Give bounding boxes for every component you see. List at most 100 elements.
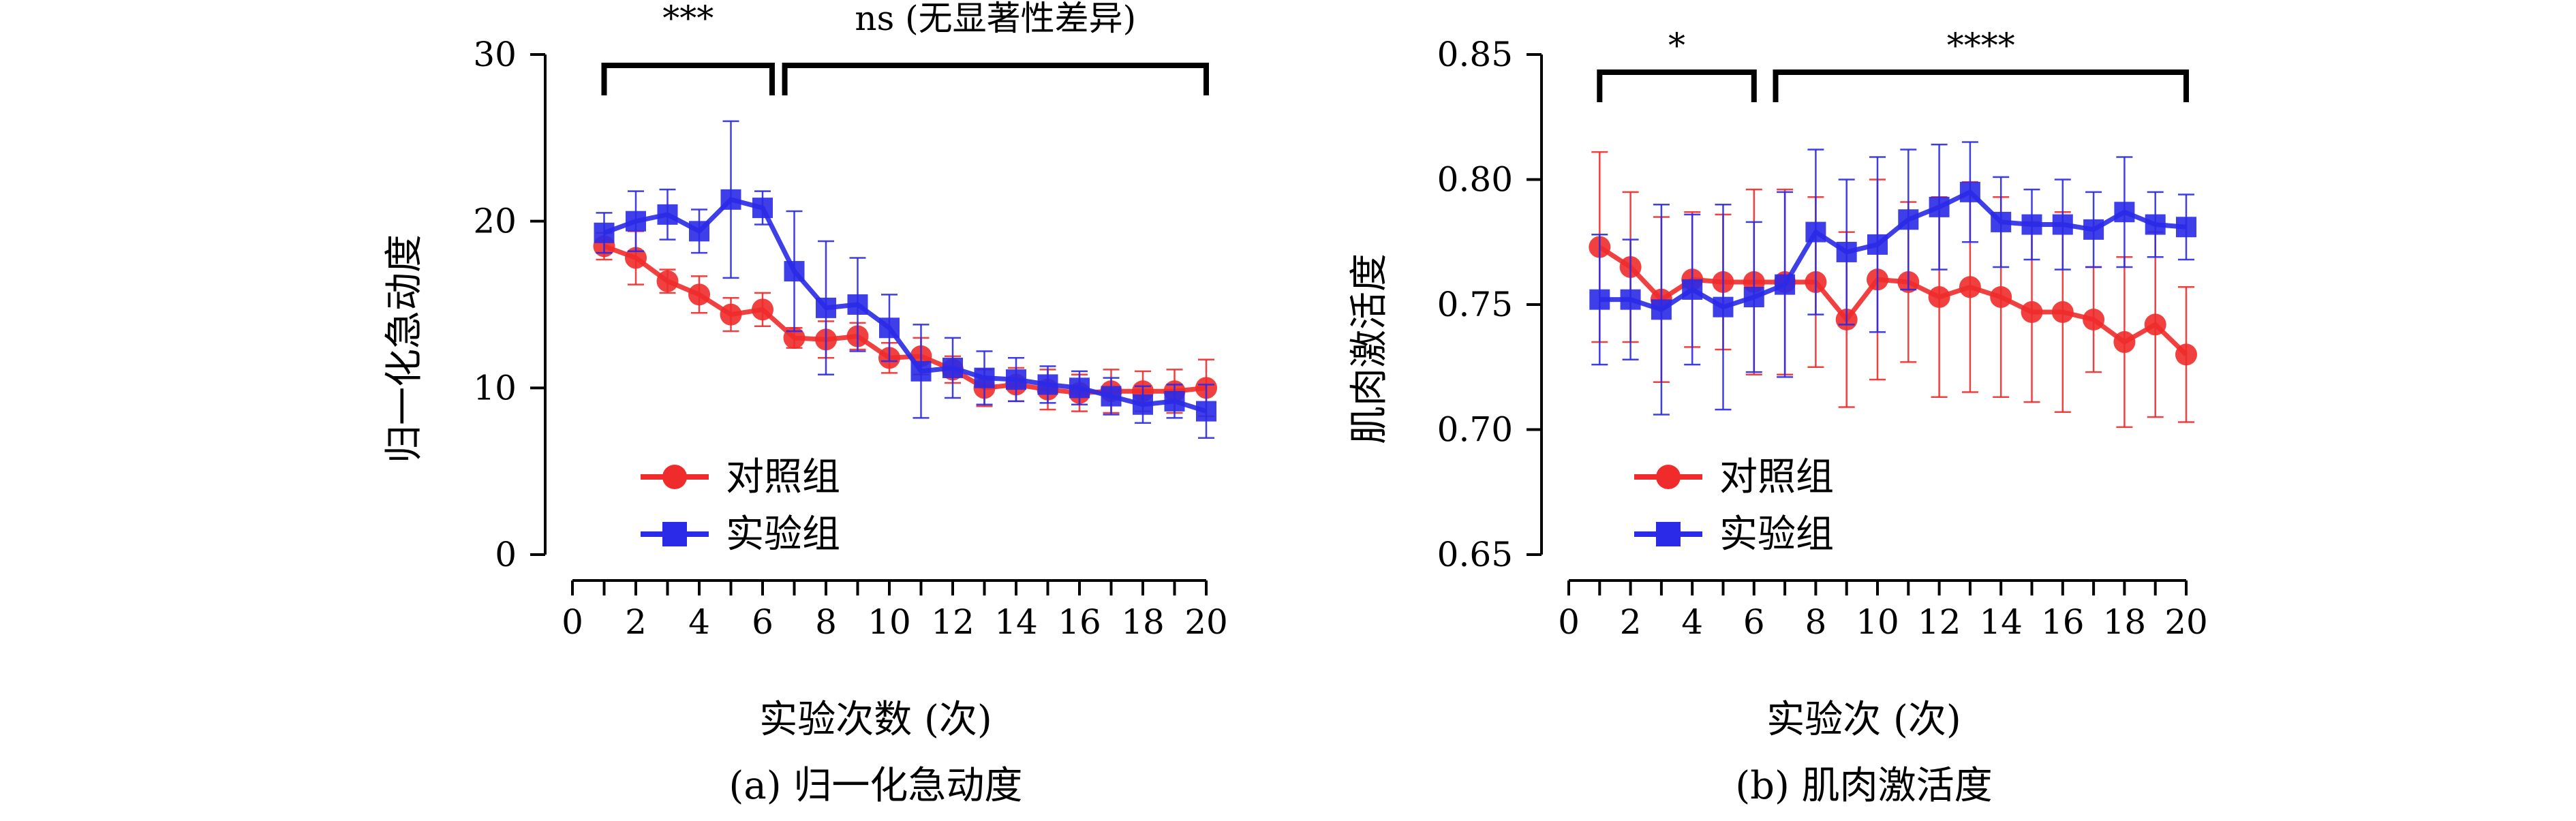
- x-tick-label: 16: [2041, 602, 2085, 642]
- panel-a-caption: (a) 归一化急动度: [729, 764, 1023, 808]
- data-point: [2051, 301, 2074, 324]
- x-tick-label: 6: [752, 602, 773, 642]
- data-point: [1959, 181, 1980, 202]
- panel-b-xlabel: 实验次 (次): [1766, 698, 1961, 742]
- panel-b-significance: * ****: [1597, 26, 2189, 102]
- data-point: [783, 326, 806, 349]
- data-point: [656, 270, 679, 292]
- data-point: [720, 303, 742, 326]
- panel-a-significance: *** ns (无显著性差异): [601, 0, 1209, 95]
- data-point: [1069, 377, 1090, 399]
- x-tick-label: 12: [931, 602, 975, 642]
- series-experiment: [1589, 141, 2196, 416]
- x-tick-label: 10: [1856, 602, 1899, 642]
- x-tick-label: 16: [1058, 602, 1101, 642]
- legend-marker-experiment: [662, 522, 687, 546]
- data-point: [1620, 289, 1641, 310]
- data-point: [910, 360, 932, 382]
- series-control: [1589, 151, 2197, 429]
- y-tick-label: 0.80: [1437, 160, 1513, 200]
- data-point: [1898, 209, 1919, 230]
- legend-marker-experiment: [1656, 522, 1681, 546]
- data-point: [1867, 234, 1888, 255]
- y-tick-label: 0.65: [1437, 535, 1513, 574]
- data-point: [625, 247, 647, 269]
- x-tick-label: 10: [868, 602, 911, 642]
- panel-a-legend: 对照组 实验组: [641, 455, 840, 557]
- legend-label-control: 对照组: [1719, 455, 1834, 499]
- data-point: [2145, 214, 2166, 235]
- data-point: [1037, 374, 1058, 395]
- data-point: [2021, 214, 2042, 235]
- x-tick-label: 4: [688, 602, 710, 642]
- data-point: [689, 221, 709, 242]
- data-point: [1743, 286, 1764, 307]
- series-line: [603, 244, 1207, 396]
- panel-a-ticks: 0 10 20 30 0 2 4 6 8 10 12 14 16 18 20: [473, 35, 1227, 642]
- data-point: [720, 189, 741, 210]
- data-point: [1990, 285, 2012, 308]
- data-point: [688, 283, 710, 306]
- data-point: [974, 367, 995, 388]
- x-tick-label: 18: [1121, 602, 1165, 642]
- data-point: [2113, 331, 2136, 354]
- data-point: [1164, 390, 1185, 412]
- data-point: [2052, 214, 2073, 235]
- y-tick-label: 0.70: [1437, 410, 1513, 450]
- data-point: [816, 297, 836, 318]
- x-tick-label: 8: [1805, 602, 1826, 642]
- panel-b-ylabel: 肌肉激活度: [1347, 253, 1392, 444]
- data-point: [784, 261, 805, 282]
- y-tick-label: 30: [473, 35, 517, 74]
- data-point: [1651, 299, 1672, 320]
- panel-b: 0.650.700.750.800.850 2 4 6 8 10 12 14 16 18 20 * *…: [1347, 26, 2208, 808]
- panel-a-ylabel: 归一化急动度: [382, 234, 427, 463]
- panel-b-legend: 对照组 实验组: [1634, 455, 1834, 557]
- data-point: [2083, 219, 2104, 240]
- x-tick-label: 0: [1558, 602, 1580, 642]
- data-point: [752, 198, 773, 219]
- x-tick-label: 2: [625, 602, 647, 642]
- legend-label-experiment: 实验组: [726, 512, 840, 557]
- data-point: [1959, 276, 1981, 298]
- significance-bracket: [782, 63, 1209, 95]
- data-point: [1196, 401, 1216, 422]
- x-tick-label: 12: [1918, 602, 1961, 642]
- data-point: [594, 222, 615, 243]
- data-point: [2021, 301, 2043, 324]
- data-point: [942, 357, 963, 378]
- data-point: [2083, 309, 2105, 331]
- legend-marker-control: [1656, 465, 1681, 489]
- panel-a-plot-area: [593, 120, 1217, 439]
- panel-b-ticks: 0.65 0.70 0.75 0.80 0.85 0 2 4 6 8 10 12 14 16 18 20: [1437, 35, 2208, 642]
- data-point: [1805, 221, 1826, 243]
- y-tick-label: 0.85: [1437, 35, 1513, 74]
- data-point: [1589, 289, 1610, 310]
- data-point: [657, 204, 678, 225]
- significance-label: *: [1668, 26, 1685, 65]
- series-control: [593, 230, 1217, 418]
- x-tick-label: 14: [994, 602, 1038, 642]
- x-tick-label: 20: [2164, 602, 2208, 642]
- data-point: [1991, 211, 2012, 232]
- x-tick-label: 6: [1743, 602, 1765, 642]
- series-experiment: [594, 120, 1216, 439]
- legend-label-experiment: 实验组: [1719, 512, 1834, 557]
- data-point: [1006, 369, 1026, 390]
- data-point: [1928, 285, 1950, 308]
- significance-bracket: [1597, 69, 1757, 102]
- x-tick-label: 2: [1620, 602, 1642, 642]
- x-tick-label: 4: [1681, 602, 1703, 642]
- x-tick-label: 8: [815, 602, 837, 642]
- data-point: [2176, 217, 2196, 238]
- panel-a-xlabel: 实验次数 (次): [759, 698, 992, 742]
- significance-label: ****: [1947, 26, 2015, 65]
- significance-bracket: [1773, 69, 2189, 102]
- data-point: [1133, 394, 1153, 415]
- data-point: [1713, 296, 1734, 317]
- x-tick-label: 0: [562, 602, 583, 642]
- data-point: [1775, 274, 1796, 295]
- y-tick-label: 0: [495, 535, 517, 574]
- data-point: [1101, 386, 1122, 407]
